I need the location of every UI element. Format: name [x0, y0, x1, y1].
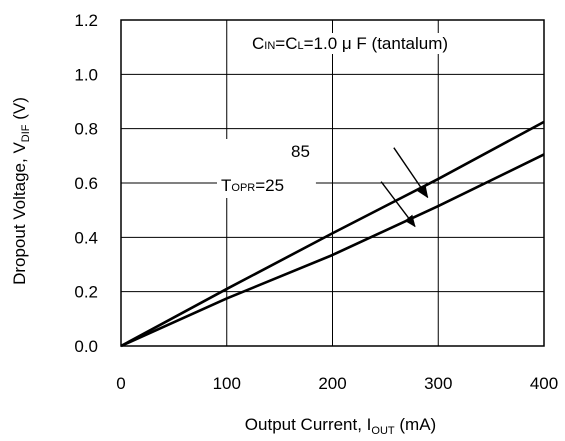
- condition-label-background: [249, 33, 452, 54]
- y-tick-label: 0.6: [74, 174, 98, 193]
- series-line-2: [120, 153, 545, 348]
- y-tick-label: 0.2: [74, 283, 98, 302]
- y-tick-label: 0.8: [74, 120, 98, 139]
- tick-labels: 0 100 200 300 400 0.0 0.2 0.4 0.6 0.8 1.0 1.2: [74, 11, 558, 393]
- x-tick-label: 100: [213, 374, 241, 393]
- x-tick-label: 400: [530, 374, 558, 393]
- y-tick-label: 0.4: [74, 228, 98, 247]
- arrow-2: [380, 181, 416, 228]
- y-tick-label: 1.2: [74, 11, 98, 30]
- plot-frame: [120, 19, 545, 347]
- arrow-1: [393, 147, 429, 199]
- y-axis-title: Dropout Voltage, VDIF (V): [10, 97, 32, 285]
- grid: [121, 20, 544, 346]
- annotation-background: [217, 139, 316, 198]
- series-group: [120, 120, 545, 348]
- y-tick-label: 1.0: [74, 65, 98, 84]
- x-axis-title: Output Current, IOUT (mA): [245, 415, 436, 437]
- arrow-group: [380, 147, 429, 228]
- label-topr-25: TOPR=25: [221, 176, 284, 195]
- x-tick-label: 200: [318, 374, 346, 393]
- condition-label: CIN=CL=1.0 μ F (tantalum): [252, 34, 448, 53]
- x-tick-label: 0: [116, 374, 125, 393]
- x-tick-label: 300: [424, 374, 452, 393]
- series-line-1: [120, 120, 545, 348]
- label-85: 85: [291, 142, 310, 161]
- y-tick-label: 0.0: [74, 337, 98, 356]
